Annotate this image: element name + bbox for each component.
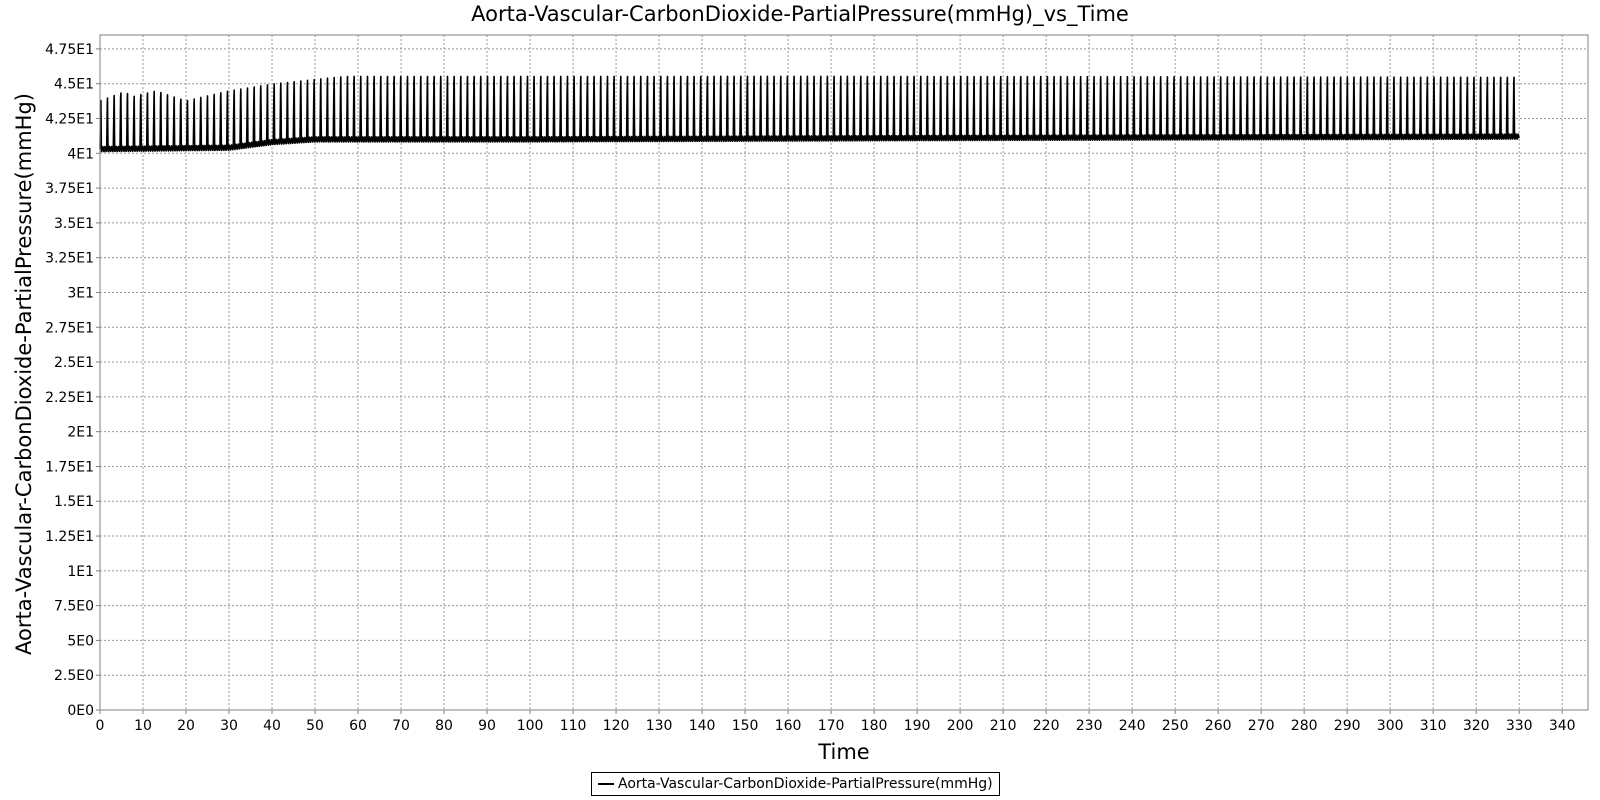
y-tick-label: 3E1 xyxy=(67,285,94,301)
y-tick-label: 1E1 xyxy=(67,564,94,580)
chart-title: Aorta-Vascular-CarbonDioxide-PartialPres… xyxy=(471,2,1129,26)
y-tick-label: 1.25E1 xyxy=(45,529,94,545)
x-tick-label: 140 xyxy=(689,718,716,734)
x-tick-label: 170 xyxy=(818,718,845,734)
y-tick-label: 2E1 xyxy=(67,425,94,441)
x-axis-title: Time xyxy=(818,740,870,764)
x-tick-label: 290 xyxy=(1334,718,1361,734)
y-tick-label: 4.5E1 xyxy=(54,77,94,93)
y-tick-label: 3.25E1 xyxy=(45,251,94,267)
x-tick-label: 320 xyxy=(1463,718,1490,734)
series-line xyxy=(99,75,1520,153)
x-tick-label: 150 xyxy=(732,718,759,734)
y-tick-label: 4.75E1 xyxy=(45,42,94,58)
x-tick-label: 50 xyxy=(306,718,324,734)
x-tick-label: 330 xyxy=(1506,718,1533,734)
x-tick-label: 60 xyxy=(349,718,367,734)
y-tick-label: 4.25E1 xyxy=(45,112,94,128)
x-tick-label: 340 xyxy=(1549,718,1576,734)
x-tick-label: 40 xyxy=(263,718,281,734)
x-tick-label: 190 xyxy=(904,718,931,734)
y-tick-label: 4E1 xyxy=(67,146,94,162)
y-tick-label: 2.25E1 xyxy=(45,390,94,406)
x-tick-label: 70 xyxy=(392,718,410,734)
x-tick-label: 270 xyxy=(1248,718,1275,734)
x-tick-label: 310 xyxy=(1420,718,1447,734)
x-tick-label: 240 xyxy=(1119,718,1146,734)
x-tick-label: 200 xyxy=(947,718,974,734)
x-tick-label: 180 xyxy=(861,718,888,734)
y-tick-label: 1.5E1 xyxy=(54,494,94,510)
x-tick-label: 280 xyxy=(1291,718,1318,734)
x-tick-label: 110 xyxy=(560,718,587,734)
x-tick-label: 100 xyxy=(517,718,544,734)
x-tick-label: 90 xyxy=(478,718,496,734)
y-tick-label: 3.5E1 xyxy=(54,216,94,232)
x-tick-label: 30 xyxy=(220,718,238,734)
y-axis-ticks: 0E0 2.5E0 5E0 7.5E0 1E1 1.25E1 1.5E1 1.75E1 2E1 2… xyxy=(45,42,100,719)
legend: Aorta-Vascular-CarbonDioxide-PartialPres… xyxy=(591,772,1000,796)
x-tick-label: 160 xyxy=(775,718,802,734)
y-tick-label: 2.5E0 xyxy=(54,668,94,684)
legend-label: Aorta-Vascular-CarbonDioxide-PartialPres… xyxy=(618,776,993,792)
x-tick-label: 220 xyxy=(1033,718,1060,734)
y-tick-label: 3.75E1 xyxy=(45,181,94,197)
x-axis-ticks: 0 10 20 30 40 50 60 70 80 90 100 110 120 130 140 150 160… xyxy=(96,710,1576,734)
x-tick-label: 250 xyxy=(1162,718,1189,734)
grid xyxy=(99,35,1588,711)
x-tick-label: 80 xyxy=(435,718,453,734)
series-group xyxy=(99,75,1520,153)
x-tick-label: 0 xyxy=(96,718,105,734)
y-tick-label: 1.75E1 xyxy=(45,459,94,475)
legend-line-icon xyxy=(598,783,614,785)
x-tick-label: 20 xyxy=(177,718,195,734)
x-tick-label: 10 xyxy=(134,718,152,734)
y-tick-label: 2.75E1 xyxy=(45,320,94,336)
plot-frame xyxy=(99,34,1589,711)
y-tick-label: 2.5E1 xyxy=(54,355,94,371)
x-tick-label: 120 xyxy=(603,718,630,734)
y-tick-label: 0E0 xyxy=(67,703,94,719)
x-tick-label: 230 xyxy=(1076,718,1103,734)
x-tick-label: 210 xyxy=(990,718,1017,734)
y-tick-label: 5E0 xyxy=(67,633,94,649)
x-tick-label: 300 xyxy=(1377,718,1404,734)
x-tick-label: 260 xyxy=(1205,718,1232,734)
y-tick-label: 7.5E0 xyxy=(54,599,94,615)
x-tick-label: 130 xyxy=(646,718,673,734)
